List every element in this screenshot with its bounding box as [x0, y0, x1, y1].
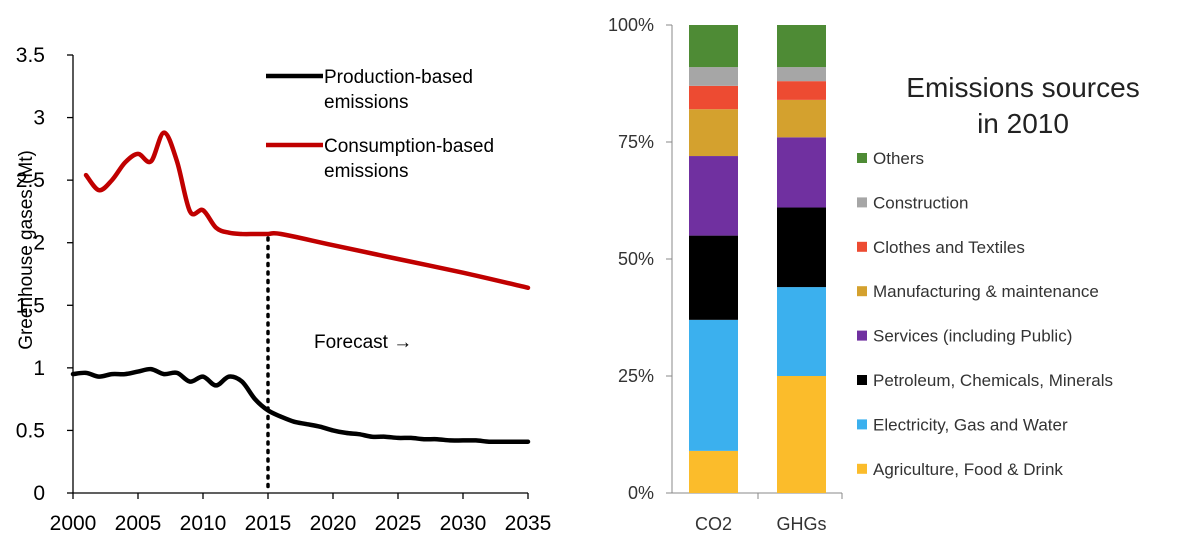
line-x-tick-label: 2000 [50, 512, 97, 535]
bar-segment-ghgs-6 [777, 67, 826, 82]
bar-segment-co2-6 [689, 67, 738, 86]
bar-segment-ghgs-5 [777, 81, 826, 100]
legend-swatch [857, 197, 867, 208]
bar-segment-ghgs-7 [777, 25, 826, 68]
line-x-ticks: 2000 2005 2010 2015 2020 2025 2030 2035 [50, 493, 552, 535]
line-y-tick-label: 3 [33, 107, 45, 130]
bar-x-labels: CO2 GHGs [695, 493, 843, 534]
bar-segment-ghgs-2 [777, 207, 826, 288]
line-y-ticks: 0 0.5 1 1.5 2 2.5 3 3.5 [16, 44, 73, 505]
line-y-tick-label: 3.5 [16, 44, 45, 67]
legend-label: Petroleum, Chemicals, Minerals [873, 371, 1113, 390]
line-y-tick-label: 1 [33, 357, 45, 380]
series-line-production [70, 366, 531, 445]
legend-label: Others [873, 149, 924, 168]
line-x-tick-label: 2005 [115, 512, 162, 535]
bar-category-label: GHGs [776, 514, 826, 534]
legend-swatch [857, 330, 867, 341]
bar-legend: Others Construction Clothes and Textiles Ma… [857, 149, 1113, 479]
legend-label-production-1: Production-based [324, 67, 473, 88]
legend-swatch [857, 153, 867, 163]
bar-segment-ghgs-4 [777, 99, 826, 138]
bar-segment-ghgs-0 [777, 376, 826, 493]
legend-label: Agriculture, Food & Drink [873, 460, 1063, 479]
bar-y-tick-label: 50% [618, 249, 654, 269]
forecast-annotation: Forecast → [314, 332, 412, 353]
bar-y-tick-label: 100% [608, 15, 654, 35]
legend-label: Services (including Public) [873, 327, 1072, 346]
legend-label: Clothes and Textiles [873, 238, 1025, 257]
legend-swatch [857, 375, 867, 385]
line-y-tick-label: 0 [33, 482, 45, 505]
bar-segment-co2-7 [689, 25, 738, 68]
bar-segment-co2-3 [689, 156, 738, 236]
line-x-tick-label: 2030 [440, 512, 487, 535]
bar-segment-co2-0 [689, 450, 738, 493]
bar-chart-title-line-1: Emissions sources [906, 72, 1139, 103]
bar-segment-ghgs-3 [777, 137, 826, 208]
line-y-tick-label: 2.5 [16, 169, 45, 192]
bar-y-tick-label: 0% [628, 483, 654, 503]
bar-chart-title-line-2: in 2010 [977, 108, 1069, 139]
legend-swatch [857, 419, 867, 430]
line-y-axis-label: Greenhouse gases (Mt) [16, 150, 37, 350]
line-legend: Production-based emissions Consumption-b… [266, 67, 494, 182]
bar-segment-co2-5 [689, 85, 738, 110]
line-x-tick-label: 2035 [505, 512, 552, 535]
bar-segment-co2-2 [689, 235, 738, 320]
line-chart: 0 0.5 1 1.5 2 2.5 3 3.5 2000 2005 2010 2015 2020 202… [16, 44, 552, 535]
legend-label-consumption-2: emissions [324, 161, 408, 182]
line-x-tick-label: 2020 [310, 512, 357, 535]
legend-label: Electricity, Gas and Water [873, 415, 1068, 434]
line-series-group [70, 130, 531, 445]
line-x-tick-label: 2015 [245, 512, 292, 535]
bar-y-ticks: 0% 25% 50% 75% 100% [608, 15, 672, 503]
line-x-tick-label: 2025 [375, 512, 422, 535]
bar-segment-co2-4 [689, 109, 738, 157]
legend-swatch [857, 241, 867, 252]
legend-label: Construction [873, 193, 968, 212]
bar-y-tick-label: 75% [618, 132, 654, 152]
legend-swatch [857, 286, 867, 297]
stacked-bar-chart: 0% 25% 50% 75% 100% CO2 GHGs Emissions source… [608, 15, 1140, 534]
bar-segment-ghgs-1 [777, 287, 826, 376]
legend-label-production-2: emissions [324, 92, 408, 113]
bar-stacks [689, 25, 826, 493]
line-y-tick-label: 0.5 [16, 419, 45, 442]
bar-y-tick-label: 25% [618, 366, 654, 386]
legend-label: Manufacturing & maintenance [873, 282, 1099, 301]
bar-category-label: CO2 [695, 514, 732, 534]
line-x-tick-label: 2010 [180, 512, 227, 535]
series-line-consumption [83, 130, 531, 291]
line-y-tick-label: 1.5 [16, 294, 45, 317]
legend-label-consumption-1: Consumption-based [324, 136, 494, 157]
legend-swatch [857, 463, 867, 474]
line-y-tick-label: 2 [33, 232, 45, 255]
bar-segment-co2-1 [689, 319, 738, 451]
